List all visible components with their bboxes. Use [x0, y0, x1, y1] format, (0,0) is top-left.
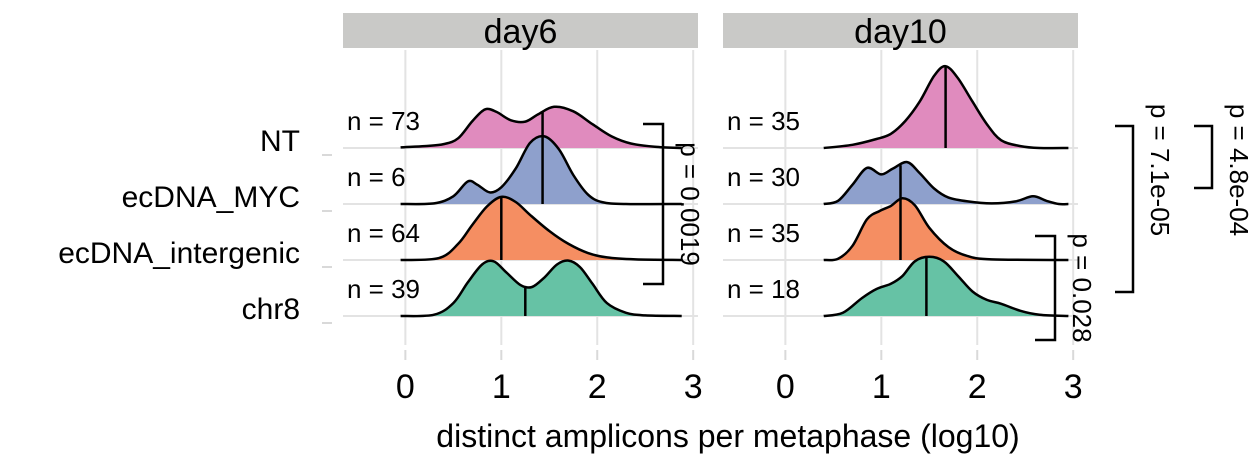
axes: 0 1 2 3 0 1 2 3 [322, 154, 1083, 406]
n-label: n = 35 [727, 218, 800, 248]
n-label: n = 30 [727, 162, 800, 192]
ridge-fill [823, 162, 1069, 205]
n-label: n = 39 [347, 274, 420, 304]
ridge-chr8 [823, 255, 1069, 318]
n-label: n = 6 [347, 162, 406, 192]
p-value-label: p = 7.1e-05 [1145, 104, 1175, 236]
ridge-outline [400, 195, 682, 262]
ridge-outline [823, 160, 1069, 206]
p-value-label: p = 0.0019 [675, 142, 705, 266]
x-tick-label: 0 [396, 368, 415, 406]
facet-strip-label: day6 [484, 13, 558, 51]
ridge-fill [400, 196, 682, 260]
facet-strip-day6 [343, 13, 698, 48]
significance-bracket-outer [1194, 124, 1214, 190]
ridge-outline [400, 259, 682, 318]
x-tick-label: 3 [684, 368, 703, 406]
ridge-outline [823, 64, 1069, 150]
n-label: n = 35 [727, 106, 800, 136]
ridge-outline [823, 255, 1069, 318]
y-tick-label-ecdna-myc: ecDNA_MYC [122, 181, 300, 214]
n-label: n = 18 [727, 274, 800, 304]
x-tick-label: 0 [776, 368, 795, 406]
facet-strip-label: day10 [854, 13, 947, 51]
p-value-label: p = 4.8e-04 [1224, 104, 1254, 236]
y-tick-label-ecdna-intergenic: ecDNA_intergenic [58, 237, 300, 270]
ridge-fill [400, 136, 682, 205]
n-label: n = 64 [347, 218, 420, 248]
x-tick-label: 2 [968, 368, 987, 406]
labels: NT ecDNA_MYC ecDNA_intergenic chr8 n = 73 n =… [58, 106, 800, 326]
y-tick-label-nt: NT [260, 125, 300, 158]
ridge-ecdna-intergenic [400, 195, 682, 262]
ridge-chr8 [400, 259, 682, 318]
significance-bracket-outer [1115, 124, 1135, 294]
significance-bracket [643, 122, 665, 286]
ridge-fill [823, 256, 1069, 316]
x-tick-label: 1 [492, 368, 511, 406]
x-tick-label: 3 [1064, 368, 1083, 406]
ridge-outline [823, 196, 1069, 262]
facet-strips: day6 day10 [343, 13, 1078, 51]
y-tick-label-chr8: chr8 [242, 293, 300, 326]
ridge-fill [400, 260, 682, 317]
ridge-nt [823, 64, 1069, 150]
n-label: n = 73 [347, 106, 420, 136]
significance-bracket [1035, 234, 1057, 342]
x-tick-label: 1 [872, 368, 891, 406]
ridge-fill [823, 198, 1069, 261]
x-tick-label: 2 [588, 368, 607, 406]
x-axis-title: distinct amplicons per metaphase (log10) [436, 418, 1019, 454]
p-value-label: p = 0.028 [1067, 233, 1097, 342]
significance-brackets: p = 0.0019 p = 0.028 p = 7.1e-05 p = 4.8e-0… [643, 104, 1254, 343]
ridge-outline [400, 134, 682, 206]
ridge-outline [400, 105, 682, 150]
ridge-ecdna-myc [823, 160, 1069, 206]
ridge-ecdna-myc [400, 134, 682, 206]
ridges [400, 64, 1069, 318]
ridge-ecdna-intergenic [823, 196, 1069, 262]
facet-strip-day10 [723, 13, 1078, 48]
